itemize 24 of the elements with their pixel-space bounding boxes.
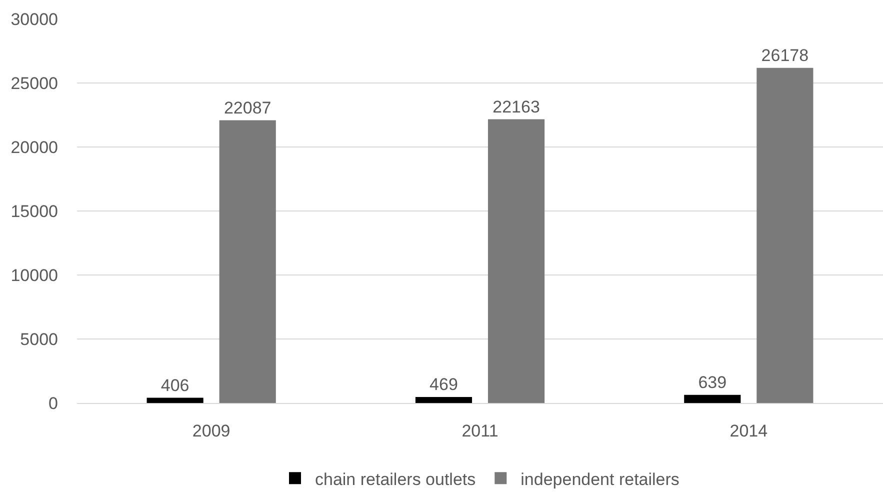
y-tick-label: 0 bbox=[48, 394, 58, 413]
y-tick-label: 25000 bbox=[10, 74, 58, 93]
data-label: 22163 bbox=[492, 97, 540, 116]
bar bbox=[756, 68, 814, 403]
bar bbox=[415, 397, 472, 403]
bar bbox=[146, 398, 204, 403]
bar bbox=[219, 120, 276, 403]
x-tick-label: 2009 bbox=[192, 421, 230, 440]
bar bbox=[488, 119, 545, 403]
data-label: 639 bbox=[698, 372, 727, 392]
data-label: 406 bbox=[160, 376, 190, 395]
data-label: 469 bbox=[430, 375, 458, 394]
legend-label: independent retailers bbox=[520, 470, 680, 489]
y-tick-label: 20000 bbox=[10, 138, 58, 157]
x-tick-label: 2011 bbox=[462, 421, 498, 440]
y-tick-label: 5000 bbox=[20, 330, 58, 349]
x-tick-label: 2014 bbox=[730, 421, 768, 440]
y-tick-label: 30000 bbox=[10, 10, 58, 29]
y-tick-label: 15000 bbox=[10, 202, 58, 221]
y-tick-label: 10000 bbox=[10, 266, 58, 285]
bar bbox=[684, 394, 741, 403]
data-label: 26178 bbox=[761, 46, 809, 65]
legend-label: chain retailers outlets bbox=[315, 470, 476, 489]
data-label: 22087 bbox=[224, 98, 272, 118]
